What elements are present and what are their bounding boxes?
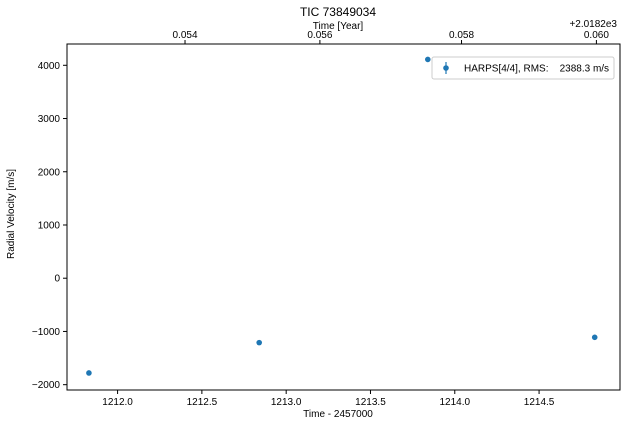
y-tick-label: −2000 [32,380,61,391]
y-tick-label: 3000 [38,114,61,125]
top-tick-label: 0.056 [307,30,332,41]
x-tick-label: 1212.5 [187,397,218,408]
top-axis-offset-label: +2.0182e3 [569,19,617,30]
x-tick-label: 1213.5 [355,397,386,408]
data-point [591,334,598,341]
chart-title: TIC 73849034 [300,5,376,19]
y-tick-label: −1000 [32,327,61,338]
legend: HARPS[4/4], RMS: 2388.3 m/s [431,56,615,80]
top-axis-label: Time [Year] [313,21,364,32]
bottom-axis-ticks: 1212.0 1212.5 1213.0 1213.5 1214.0 1214.5 [102,390,555,408]
left-axis-ticks: −2000 −1000 0 1000 2000 3000 4000 [32,61,67,391]
legend-label: HARPS[4/4], RMS: 2388.3 m/s [464,64,609,75]
x-tick-label: 1212.0 [102,397,133,408]
y-tick-label: 4000 [38,61,61,72]
top-tick-label: 0.058 [449,30,474,41]
legend-marker [443,65,449,71]
x-tick-label: 1213.0 [271,397,302,408]
top-tick-label: 0.054 [173,30,198,41]
top-tick-label: 0.060 [584,30,609,41]
y-tick-label: 1000 [38,220,61,231]
plot-area: 1212.0 1212.5 1213.0 1213.5 1214.0 1214.5 0.0… [32,30,621,408]
data-points [86,56,598,376]
data-point [424,56,431,63]
plot-frame [66,43,621,391]
legend-box [431,56,615,80]
top-axis-ticks: 0.054 0.056 0.058 0.060 [173,30,609,44]
x-tick-label: 1214.0 [439,397,470,408]
x-tick-label: 1214.5 [524,397,555,408]
y-tick-label: 0 [54,274,60,285]
y-tick-label: 2000 [38,167,61,178]
x-axis-label: Time - 2457000 [303,409,373,420]
y-axis-label: Radial Velocity [m/s] [6,169,17,259]
data-point [86,370,92,376]
data-point [256,339,263,346]
